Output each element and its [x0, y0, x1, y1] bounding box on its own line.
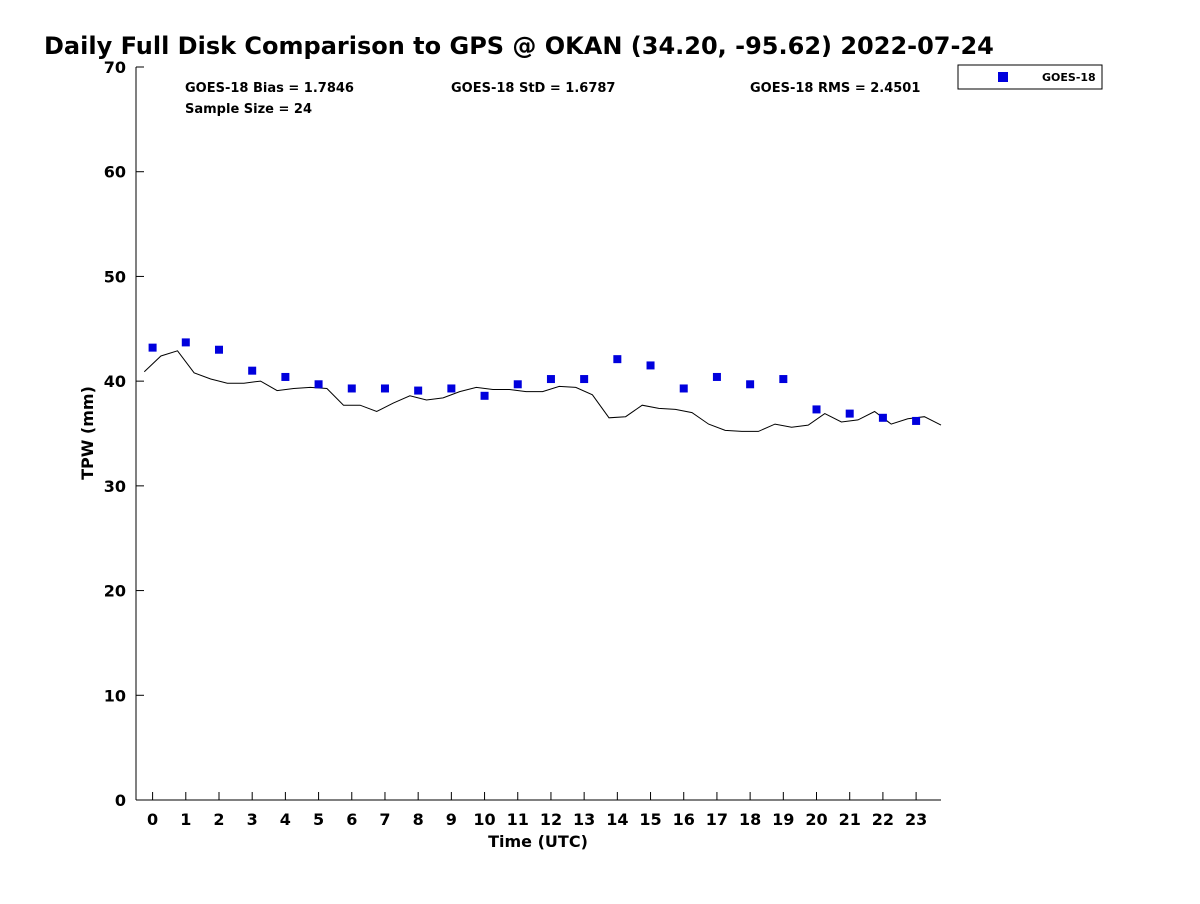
goes18-point: [646, 361, 655, 370]
y-tick-label: 50: [104, 267, 126, 286]
y-tick-label: 30: [104, 477, 126, 496]
std-annotation: GOES-18 StD = 1.6787: [451, 81, 615, 96]
x-tick-label: 21: [839, 810, 861, 829]
goes18-point: [546, 375, 555, 384]
y-tick-label: 60: [104, 163, 126, 182]
goes18-point: [746, 380, 755, 389]
legend: GOES-18: [957, 64, 1103, 90]
x-tick-label: 23: [905, 810, 927, 829]
x-tick-label: 14: [606, 810, 628, 829]
goes18-point: [580, 375, 589, 384]
goes18-point: [148, 343, 157, 352]
x-tick-label: 22: [872, 810, 894, 829]
x-tick-label: 12: [540, 810, 562, 829]
x-tick-label: 16: [673, 810, 695, 829]
y-axis-ticks: 0 10 20 30 40 50 60 70: [104, 58, 144, 810]
goes18-point: [347, 384, 356, 393]
gps-tpw-line: [143, 350, 942, 432]
x-tick-label: 1: [180, 810, 191, 829]
goes18-point: [447, 384, 456, 393]
x-tick-label: 7: [379, 810, 390, 829]
x-tick-label: 5: [313, 810, 324, 829]
goes18-point: [248, 366, 257, 375]
goes18-point: [812, 405, 821, 414]
gps-line-layer: [143, 350, 942, 432]
y-tick-label: 0: [115, 791, 126, 810]
goes18-point: [414, 386, 423, 395]
goes18-points-layer: [148, 338, 921, 425]
x-tick-label: 3: [247, 810, 258, 829]
goes18-point: [181, 338, 190, 347]
y-tick-label: 10: [104, 686, 126, 705]
chart-title: Daily Full Disk Comparison to GPS @ OKAN…: [44, 32, 994, 60]
x-axis-ticks: 0 1 2 3 4 5 6 7 8 9 10 11 12 13 14 15 16 17 18 19 20 21 22 23: [147, 792, 927, 829]
x-tick-label: 9: [446, 810, 457, 829]
legend-box: [957, 64, 1103, 90]
goes18-point: [679, 384, 688, 393]
goes18-point: [214, 345, 223, 354]
goes18-point: [513, 380, 522, 389]
y-tick-label: 20: [104, 582, 126, 601]
goes18-point: [480, 391, 489, 400]
goes18-point: [712, 372, 721, 381]
x-tick-label: 0: [147, 810, 158, 829]
x-tick-label: 8: [413, 810, 424, 829]
legend-label-goes18: GOES-18: [1042, 71, 1096, 84]
x-tick-label: 6: [346, 810, 357, 829]
x-tick-label: 2: [213, 810, 224, 829]
sample-size-annotation: Sample Size = 24: [185, 102, 312, 117]
x-tick-label: 4: [280, 810, 291, 829]
goes18-point: [845, 409, 854, 418]
x-tick-label: 17: [706, 810, 728, 829]
axes: [135, 67, 941, 801]
x-tick-label: 18: [739, 810, 761, 829]
goes18-point: [314, 380, 323, 389]
goes18-point: [878, 413, 887, 422]
x-axis-label: Time (UTC): [488, 832, 588, 851]
x-tick-label: 13: [573, 810, 595, 829]
x-tick-label: 15: [639, 810, 661, 829]
x-tick-label: 10: [473, 810, 495, 829]
goes18-point: [380, 384, 389, 393]
y-axis-label: TPW (mm): [78, 386, 97, 480]
goes18-point: [613, 355, 622, 364]
y-tick-label: 70: [104, 58, 126, 77]
bias-annotation: GOES-18 Bias = 1.7846: [185, 81, 354, 96]
goes18-point: [281, 372, 290, 381]
y-tick-label: 40: [104, 372, 126, 391]
x-tick-label: 20: [805, 810, 827, 829]
rms-annotation: GOES-18 RMS = 2.4501: [750, 81, 920, 96]
x-tick-label: 19: [772, 810, 794, 829]
x-tick-label: 11: [507, 810, 529, 829]
legend-marker-goes18: [998, 72, 1008, 82]
goes18-point: [779, 375, 788, 384]
goes18-point: [912, 416, 921, 425]
